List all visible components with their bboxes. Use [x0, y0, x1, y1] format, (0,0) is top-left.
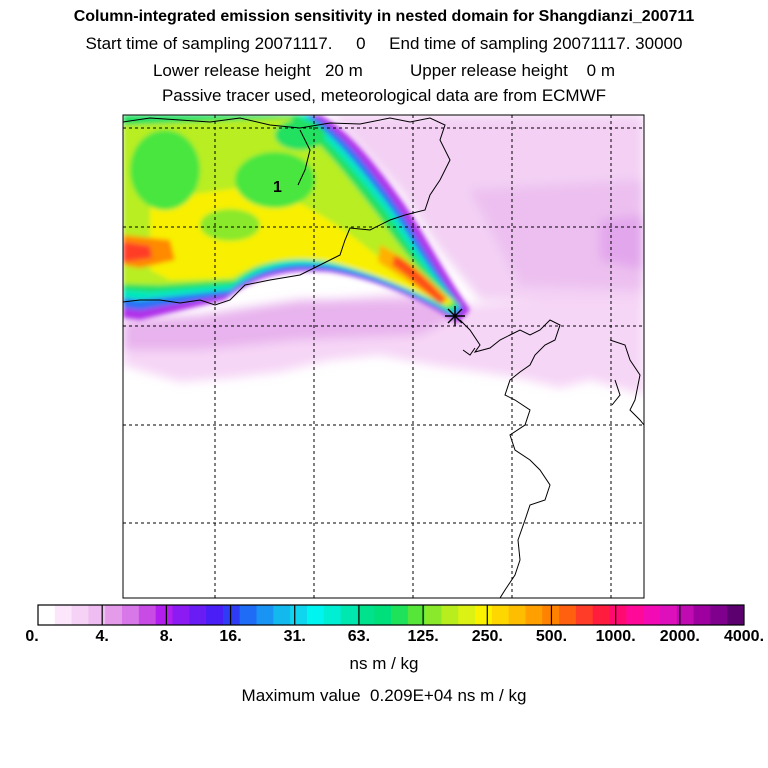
colorbar-tick-label: 250. [471, 628, 503, 645]
sensitivity-field [123, 115, 644, 395]
coastlines [123, 117, 644, 598]
colorbar-tick-label: 63. [347, 628, 371, 645]
asterisk-marker [445, 306, 465, 326]
colorbar-tick-label: 0. [25, 628, 39, 645]
colorbar-tick-label: 500. [535, 628, 568, 645]
colorbar-tick-label: 1000. [595, 628, 636, 645]
colorbar-tick-label: 16. [219, 628, 242, 645]
max-value-text: Maximum value 0.209E+04 ns m / kg [241, 686, 527, 705]
tracer-info-line: Passive tracer used, meteorological data… [161, 86, 607, 105]
colorbar-unit: ns m / kg [349, 654, 419, 673]
plot-title: Column-integrated emission sensitivity i… [73, 8, 695, 25]
colorbar-tick-label: 125. [407, 628, 439, 645]
sampling-time-line: Start time of sampling 20071117. 0 End t… [85, 34, 683, 53]
map-label-1: 1 [273, 179, 282, 196]
colorbar-tick-label: 2000. [659, 628, 700, 645]
colorbar-tick-label: 8. [159, 628, 174, 645]
colorbar-tick-label: 4. [95, 628, 109, 645]
release-height-line: Lower release height 20 m Upper release … [152, 61, 616, 80]
colorbar-tick-label: 4000. [723, 628, 765, 645]
graticule [123, 115, 644, 598]
map-frame [122, 114, 645, 599]
colorbar-tick-label: 31. [283, 628, 306, 645]
